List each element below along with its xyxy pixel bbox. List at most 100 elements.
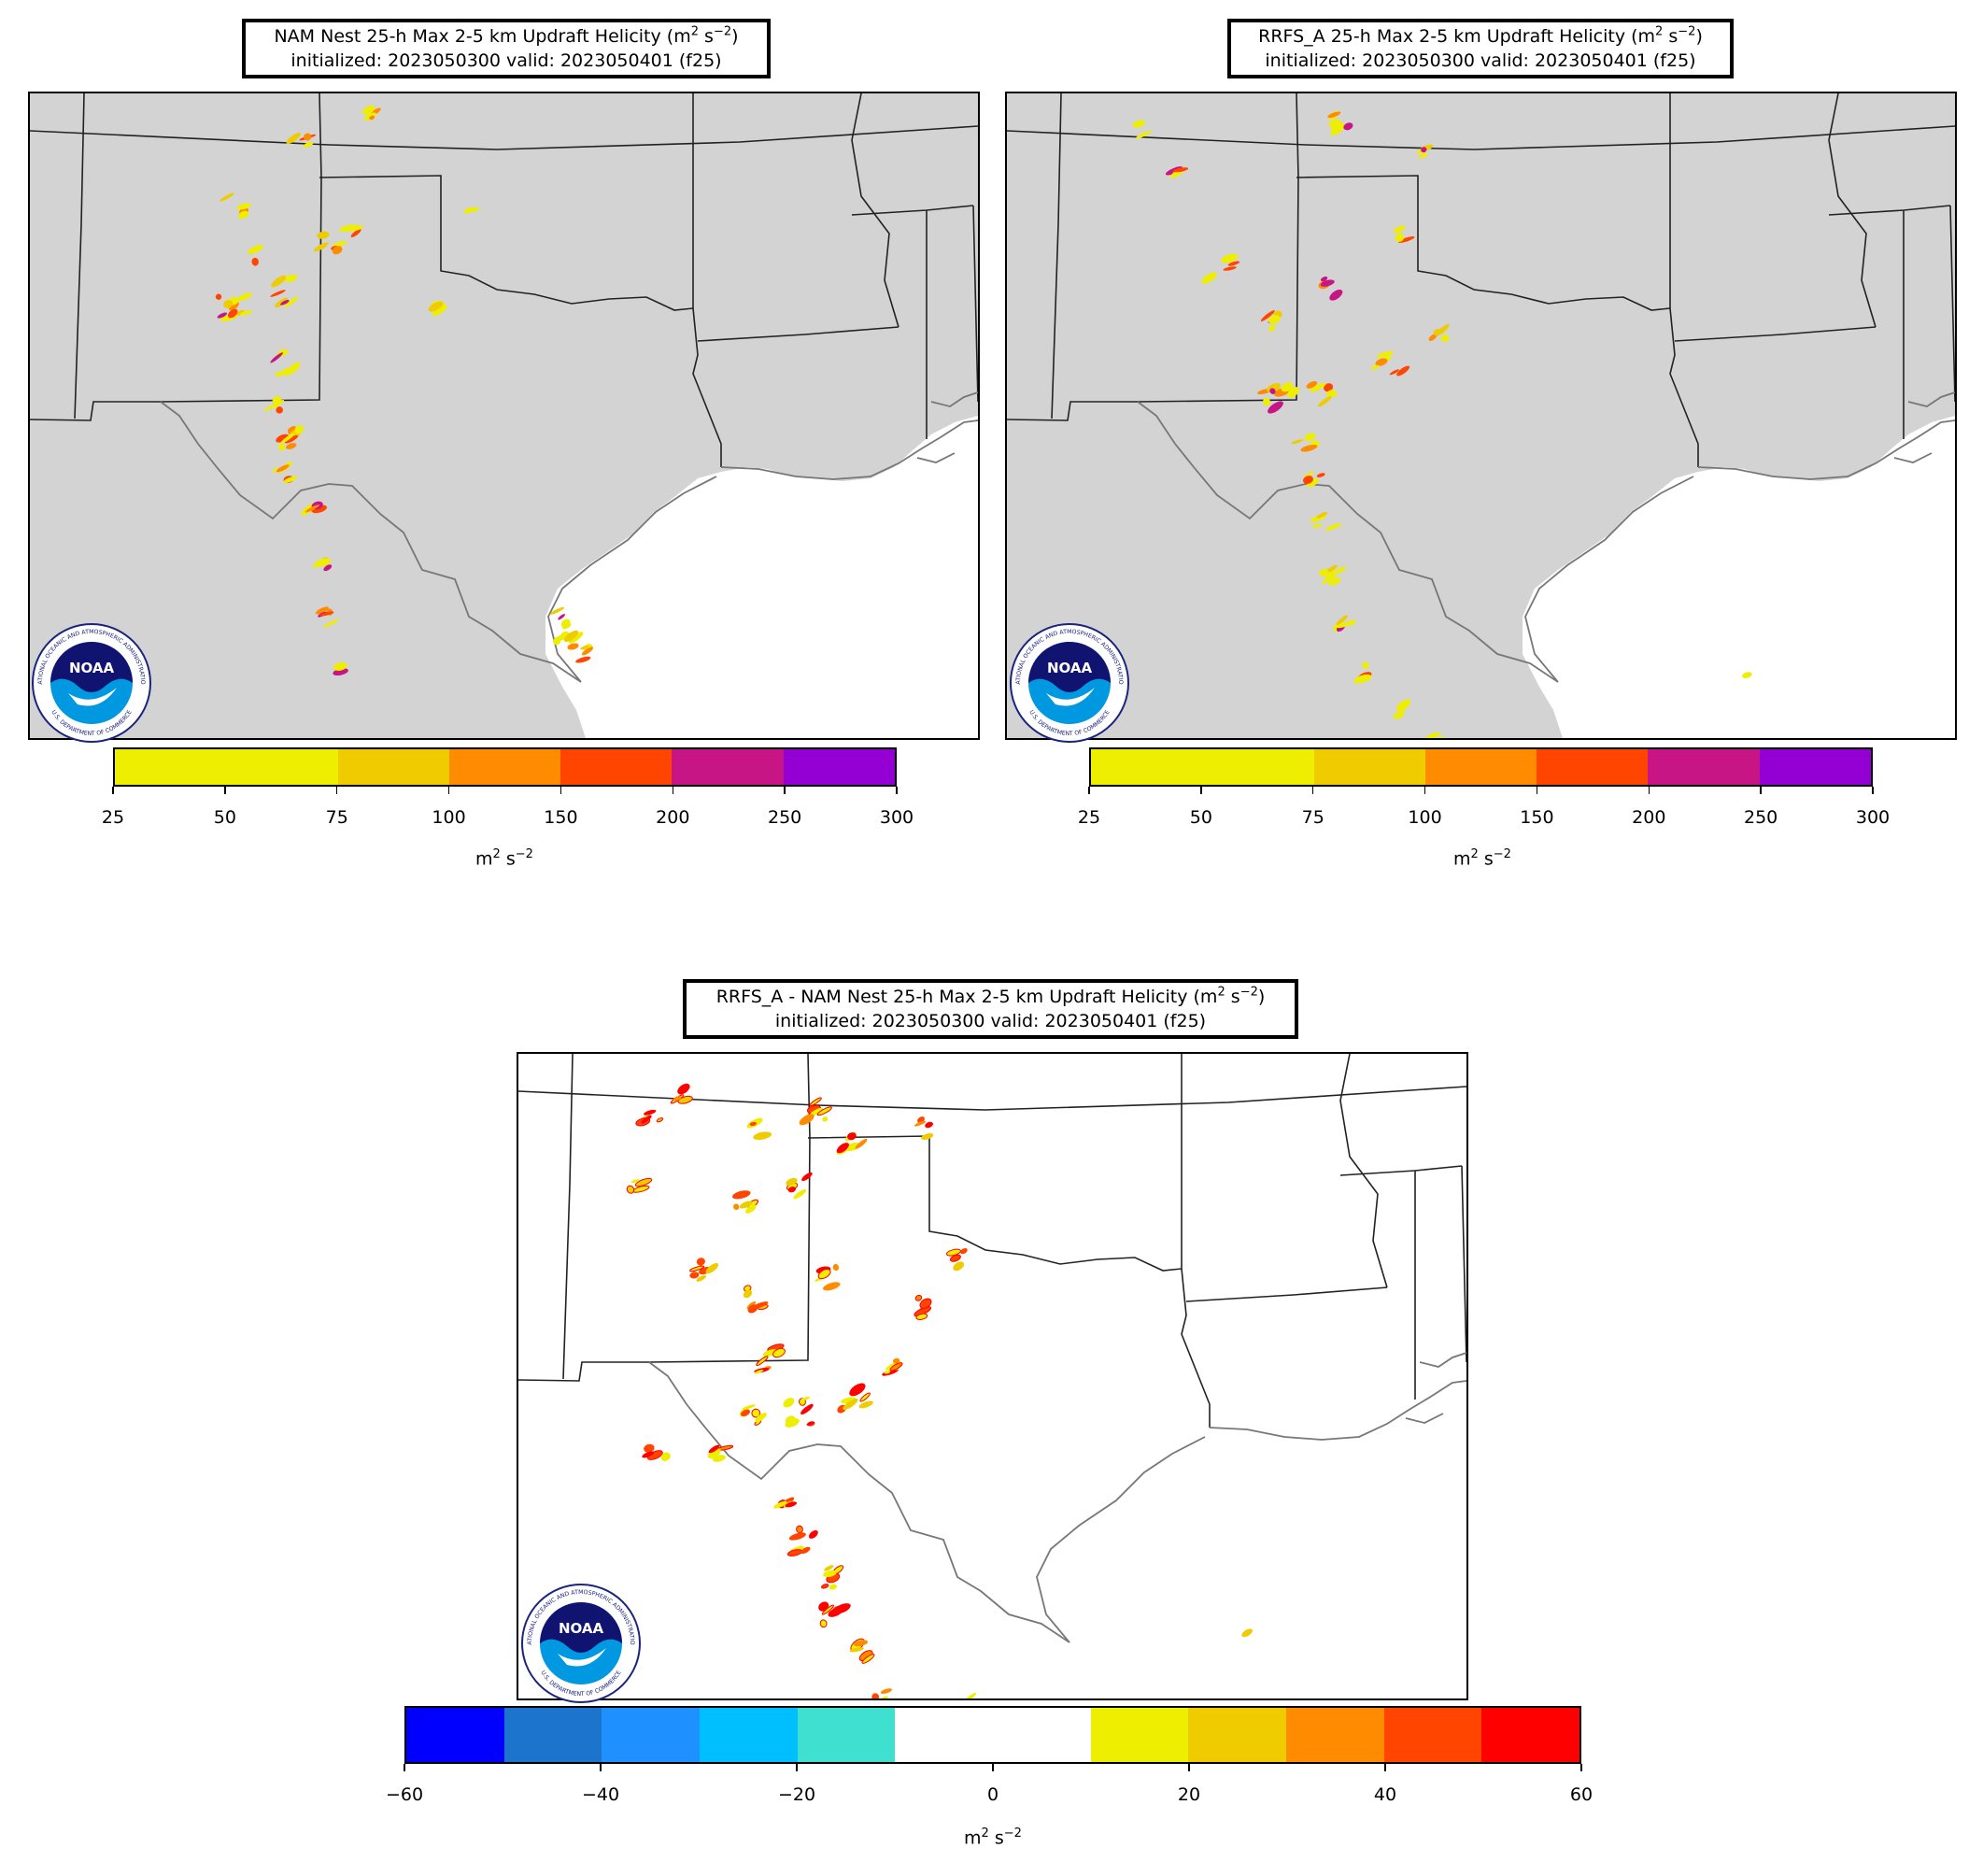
helicity-cell: [581, 647, 594, 656]
diff-tick-mark: [600, 1764, 602, 1771]
helicity-cell: [227, 308, 238, 319]
logo-noaa-text: NOAA: [559, 1620, 604, 1637]
helicity-cell: [1433, 329, 1441, 336]
coastline: [1419, 1352, 1466, 1368]
helicity-cell: [800, 1396, 811, 1401]
helicity-cell: [1395, 233, 1405, 242]
rrfs-map-canvas: [1007, 93, 1955, 738]
helicity-cell: [1418, 152, 1428, 159]
helicity-cell: [237, 210, 249, 220]
helicity-cell: [786, 1177, 798, 1186]
helicity-cell: [733, 1203, 740, 1210]
state-border: [319, 175, 694, 311]
colorbar-segment: [1202, 749, 1314, 785]
helicity-cell: [858, 1400, 873, 1409]
helicity-cell: [800, 1403, 814, 1415]
diff-tick-label: −40: [581, 1784, 620, 1805]
state-border: [692, 307, 722, 467]
helicity-cell: [558, 614, 566, 620]
helicity-cell: [223, 300, 234, 308]
helicity-cell: [215, 293, 222, 300]
helicity-cell: [783, 1398, 795, 1408]
state-border: [160, 177, 322, 403]
helicity-cell: [251, 257, 259, 266]
state-border: [518, 1361, 649, 1382]
map-land: [518, 1054, 1466, 1698]
helicity-cell: [772, 1347, 786, 1358]
helicity-cell: [314, 242, 329, 252]
colorbar-segment: [115, 749, 227, 785]
helicity-cell: [1376, 350, 1394, 359]
helicity-cell: [806, 1421, 814, 1426]
helicity-cell: [1320, 277, 1328, 282]
coastline: [1524, 476, 1694, 683]
state-border: [1674, 326, 1877, 342]
helicity-cell: [1306, 478, 1319, 488]
diff-subtitle: initialized: 2023050300 valid: 202305040…: [774, 1011, 1207, 1031]
helicity-cell: [884, 1370, 891, 1374]
helicity-cell: [823, 1570, 837, 1578]
helicity-cell: [752, 1301, 769, 1309]
helicity-cell: [712, 1455, 726, 1462]
rrfs-colorbar-unit: m2 s−2: [1453, 847, 1511, 870]
nam-tick-label: 250: [768, 807, 802, 828]
helicity-cell: [646, 1450, 663, 1460]
helicity-cell: [949, 1254, 961, 1262]
nam-colorbar: [113, 747, 897, 787]
helicity-cell: [871, 1693, 880, 1698]
nam-map: [28, 92, 980, 740]
rrfs-title: RRFS_A 25-h Max 2-5 km Updraft Helicity …: [1227, 19, 1734, 78]
state-border: [319, 93, 322, 178]
colorbar-segment: [895, 1708, 993, 1762]
state-border: [1461, 1165, 1466, 1363]
nam-tick-mark: [335, 787, 338, 794]
nam-map-canvas: [30, 93, 978, 738]
helicity-cell: [1320, 279, 1335, 287]
helicity-cell: [1428, 334, 1438, 341]
state-border: [518, 1086, 1466, 1111]
helicity-cell: [1362, 661, 1369, 669]
helicity-cell: [271, 275, 287, 288]
helicity-cell: [793, 1189, 807, 1200]
helicity-cell: [560, 618, 571, 628]
helicity-cell: [284, 434, 298, 444]
helicity-cell: [1328, 119, 1341, 129]
helicity-cell: [369, 115, 375, 121]
rrfs-tick-mark: [1424, 787, 1426, 794]
helicity-cell: [1268, 325, 1276, 332]
helicity-cell: [322, 618, 340, 628]
helicity-cell: [921, 1133, 934, 1140]
helicity-cell: [630, 1179, 640, 1184]
helicity-cell: [1172, 167, 1189, 173]
helicity-cell: [855, 1138, 868, 1149]
helicity-cell: [1221, 253, 1239, 263]
helicity-cell: [754, 1370, 764, 1374]
helicity-cell: [283, 296, 299, 307]
diff-colorbar-unit: m2 s−2: [964, 1826, 1022, 1849]
helicity-cell: [1135, 130, 1152, 139]
colorbar-segment: [1759, 749, 1871, 785]
helicity-cell: [552, 637, 561, 646]
helicity-cell: [859, 1392, 871, 1402]
helicity-cell: [1325, 564, 1338, 574]
state-border: [562, 1054, 574, 1380]
nam-tick-label: 150: [544, 807, 578, 828]
helicity-cell: [644, 1109, 657, 1116]
helicity-cell: [323, 564, 333, 572]
diff-tick-label: −20: [777, 1784, 816, 1805]
helicity-cell: [1263, 397, 1270, 406]
helicity-cell: [1268, 315, 1281, 324]
helicity-cell: [962, 1692, 977, 1698]
colorbar-segment: [1648, 749, 1760, 785]
helicity-cell: [305, 505, 320, 513]
rrfs-tick-mark: [1311, 787, 1314, 794]
helicity-cell: [1424, 732, 1441, 738]
helicity-cell: [1389, 369, 1399, 376]
rrfs-tick-mark: [1088, 787, 1090, 794]
helicity-cell: [1269, 388, 1276, 394]
helicity-cell: [799, 1114, 814, 1126]
helicity-cell: [1336, 615, 1348, 626]
helicity-cell: [880, 1688, 892, 1694]
colorbar-segment: [672, 749, 784, 785]
state-border: [1296, 175, 1671, 311]
